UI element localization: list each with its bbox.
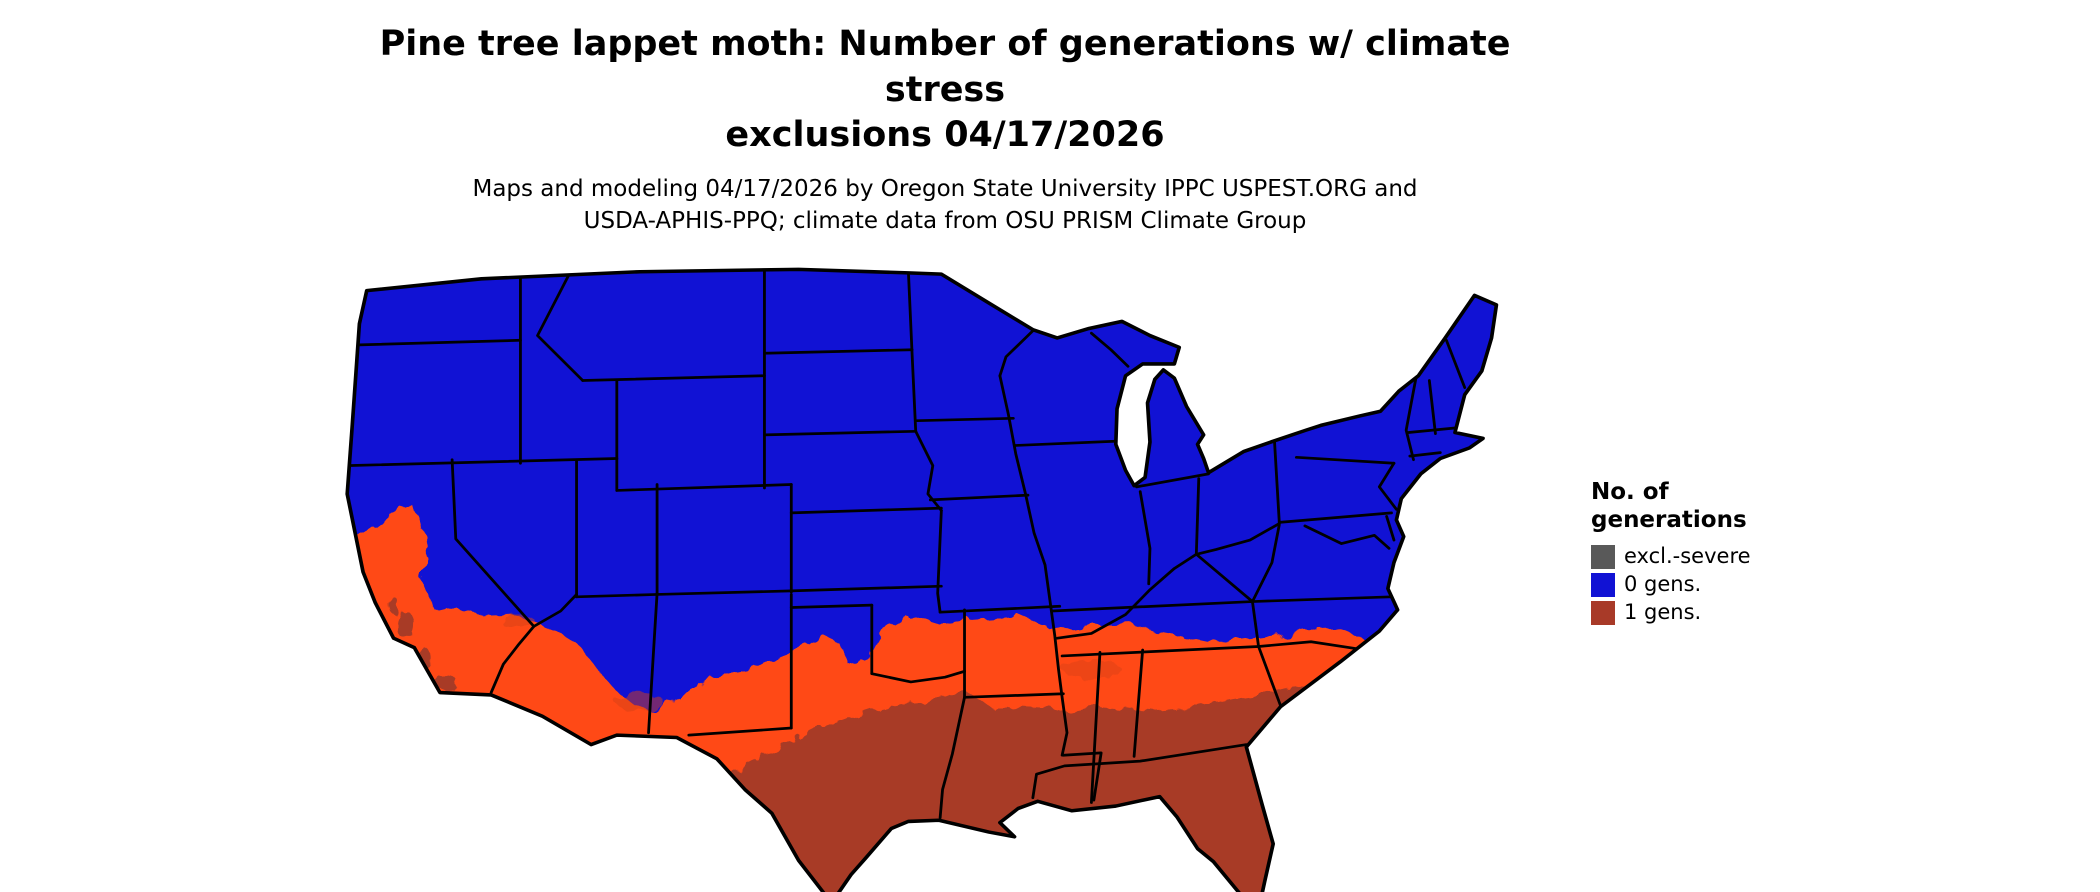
legend-item-label: 1 gens. (1624, 600, 1702, 625)
us-map (345, 267, 1499, 892)
transition-mottle (615, 693, 665, 711)
legend-swatch (1591, 544, 1615, 569)
legend-item: excl.-severe (1591, 544, 1751, 569)
legend-swatch (1591, 572, 1615, 597)
legend: No. of generations excl.-severe 0 gens. 1 … (1591, 478, 1751, 628)
legend-item: 0 gens. (1591, 572, 1751, 597)
socal-one-generation-patch (436, 675, 459, 691)
legend-item: 1 gens. (1591, 600, 1751, 625)
legend-swatch (1591, 600, 1615, 625)
map-figure: Pine tree lappet moth: Number of generat… (335, 22, 1555, 892)
legend-title: No. of generations (1591, 479, 1747, 534)
us-map-container (335, 267, 1555, 892)
transition-mottle (1062, 659, 1121, 679)
us-outline (345, 267, 1499, 892)
legend-item-label: 0 gens. (1624, 572, 1702, 597)
socal-one-generation-patch (396, 609, 414, 639)
map-title: Pine tree lappet moth: Number of generat… (379, 24, 1511, 155)
legend-items: excl.-severe 0 gens. 1 gens. (1591, 544, 1751, 625)
legend-item-label: excl.-severe (1624, 544, 1751, 569)
state-borders (347, 270, 1467, 820)
map-subtitle: Maps and modeling 04/17/2026 by Oregon S… (472, 175, 1418, 234)
socal-one-generation-patch (388, 596, 399, 614)
